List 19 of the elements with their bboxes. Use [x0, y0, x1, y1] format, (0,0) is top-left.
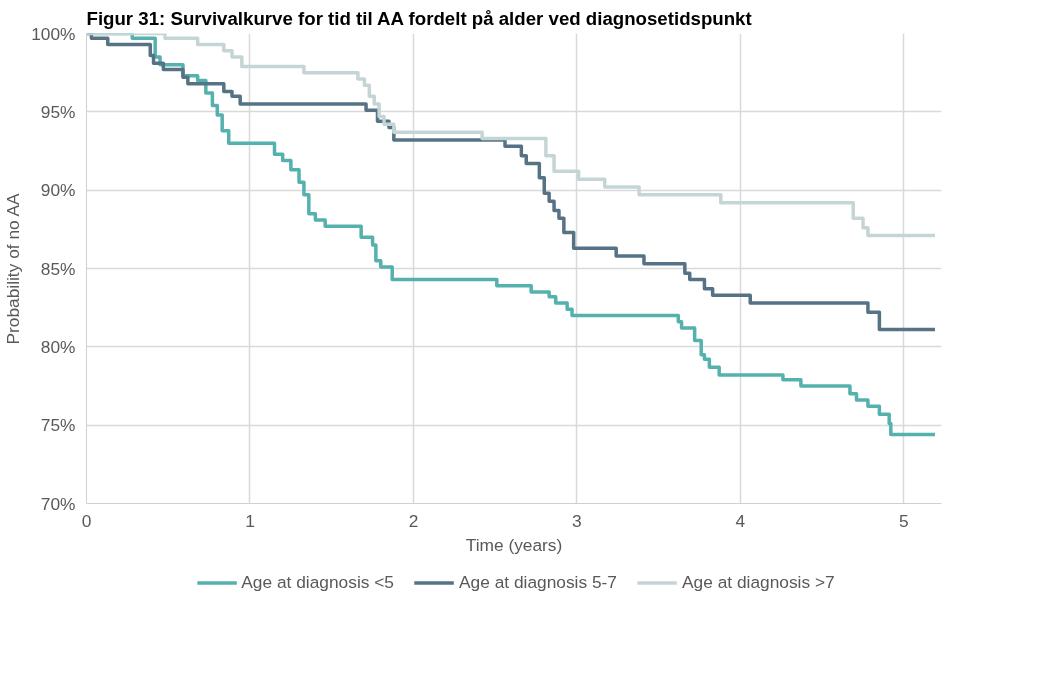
y-tick-label: 85%	[40, 258, 76, 279]
y-axis-title: Probability of no AA	[3, 192, 24, 345]
y-tick-label: 100%	[31, 23, 76, 44]
chart-title: Figur 31: Survivalkurve for tid til AA fordelt på alder ved diagnosetidspunkt	[86, 7, 752, 29]
y-tick-label: 70%	[40, 493, 76, 514]
x-tick-label: 4	[735, 510, 746, 531]
x-axis-title: Time (years)	[465, 534, 563, 555]
y-tick-label: 80%	[40, 336, 76, 357]
legend-label: Age at diagnosis <5	[241, 571, 395, 593]
x-tick-label: 0	[81, 510, 92, 531]
y-tick-label: 95%	[40, 101, 76, 122]
legend-label: Age at diagnosis >7	[681, 571, 835, 593]
x-tick-label: 2	[408, 510, 419, 531]
x-tick-label: 3	[572, 510, 582, 531]
legend-label: Age at diagnosis 5-7	[459, 571, 617, 593]
y-tick-label: 75%	[40, 415, 76, 436]
x-tick-label: 5	[899, 510, 909, 531]
x-tick-label: 1	[245, 510, 255, 531]
y-tick-label: 90%	[40, 180, 76, 201]
